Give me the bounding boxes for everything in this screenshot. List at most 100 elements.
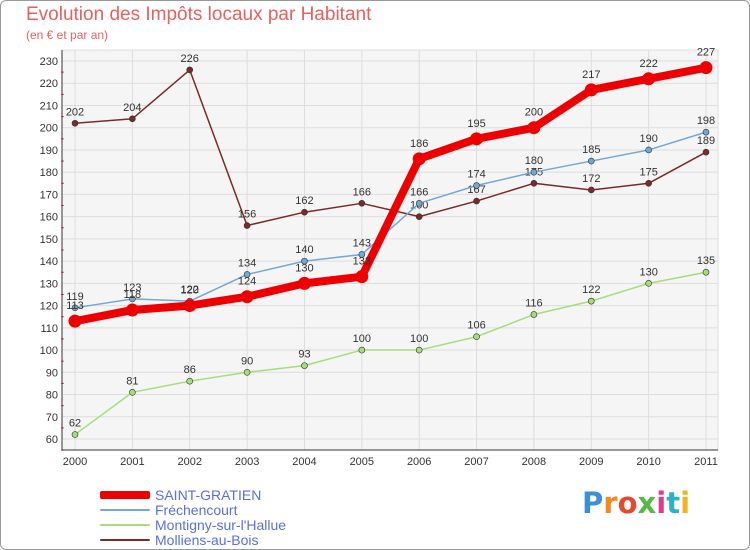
data-point-montigny-sur-l-hallue [129,389,136,396]
data-label-montigny-sur-l-hallue: 106 [467,320,485,332]
y-tick-label: 60 [46,434,58,446]
data-point-saint-gratien [183,299,197,313]
y-tick-label: 180 [40,167,58,179]
logo-letter: P [582,486,604,520]
data-point-frechencourt [702,128,710,136]
data-point-frechencourt [415,200,423,207]
y-tick-label: 230 [40,56,58,68]
data-label-frechencourt: 166 [410,186,428,198]
data-label-molliens-au-bois: 156 [238,209,256,221]
data-label-molliens-au-bois: 162 [295,195,313,207]
data-label-montigny-sur-l-hallue: 62 [69,418,81,430]
data-point-molliens-au-bois [530,179,538,187]
data-point-saint-gratien [584,83,598,97]
data-label-montigny-sur-l-hallue: 116 [525,297,543,309]
legend-swatch [100,524,150,526]
data-point-montigny-sur-l-hallue [587,297,595,305]
data-label-molliens-au-bois: 189 [697,135,715,147]
data-point-molliens-au-bois [415,213,423,220]
data-label-montigny-sur-l-hallue: 122 [582,284,600,296]
x-tick-label: 2003 [235,456,259,468]
data-point-saint-gratien [470,132,484,146]
data-point-saint-gratien [297,276,311,290]
data-label-molliens-au-bois: 204 [123,102,141,114]
y-tick-label: 130 [40,278,58,290]
data-point-frechencourt [243,271,251,278]
y-tick-label: 140 [40,256,58,268]
data-point-molliens-au-bois [645,179,652,187]
data-point-montigny-sur-l-hallue [301,362,308,369]
y-tick-label: 70 [46,412,58,424]
data-point-montigny-sur-l-hallue [415,346,423,354]
data-point-frechencourt [587,157,595,165]
data-label-frechencourt: 198 [697,115,715,127]
data-point-frechencourt [530,168,538,176]
x-tick-label: 2008 [522,456,546,468]
y-tick-label: 110 [40,323,58,335]
data-point-saint-gratien [240,290,254,304]
legend-swatch [100,509,150,511]
data-point-montigny-sur-l-hallue [71,431,79,438]
data-point-frechencourt [645,146,652,154]
x-tick-label: 2006 [407,456,431,468]
data-point-montigny-sur-l-hallue [243,368,251,376]
y-tick-label: 150 [40,234,58,246]
y-tick-label: 170 [40,189,58,201]
data-label-molliens-au-bois: 202 [66,106,84,118]
x-tick-label: 2010 [636,456,660,468]
legend-label: SAINT-GRATIEN [155,487,262,503]
data-label-molliens-au-bois: 166 [353,186,371,198]
data-label-montigny-sur-l-hallue: 135 [697,255,715,267]
data-label-montigny-sur-l-hallue: 93 [298,349,310,361]
data-label-saint-gratien: 200 [525,107,543,119]
data-label-frechencourt: 174 [467,169,485,181]
x-tick-label: 2001 [120,456,144,468]
legend-label: Montigny-sur-l'Hallue [155,517,287,533]
data-label-saint-gratien: 227 [697,47,715,59]
data-label-montigny-sur-l-hallue: 90 [241,355,253,367]
data-label-frechencourt: 123 [123,282,141,294]
data-label-frechencourt: 185 [582,144,600,156]
data-label-molliens-au-bois: 175 [639,166,657,178]
data-label-montigny-sur-l-hallue: 100 [410,333,428,345]
x-tick-label: 2000 [63,456,87,468]
data-point-molliens-au-bois [301,208,308,216]
data-point-frechencourt [301,257,308,265]
logo-letter: x [637,486,657,520]
data-point-saint-gratien [699,61,713,75]
logo-letter: r [603,486,618,520]
data-label-saint-gratien: 186 [410,138,428,150]
legend-label: Molliens-au-Bois [155,532,259,548]
y-tick-label: 190 [40,145,58,157]
x-tick-label: 2011 [694,456,718,468]
data-label-frechencourt: 140 [295,244,313,256]
data-label-frechencourt: 134 [238,257,256,269]
data-point-frechencourt [358,251,366,258]
data-label-frechencourt: 122 [181,284,199,296]
series-line-montigny-sur-l-hallue [74,271,707,436]
x-tick-label: 2007 [464,456,488,468]
legend-swatch [100,491,150,499]
legend-swatch [100,539,150,541]
series-line-saint-gratien [71,63,710,326]
data-label-saint-gratien: 124 [238,276,256,288]
y-tick-label: 210 [40,100,58,112]
chart-subtitle: (en € et par an) [26,28,109,42]
x-tick-label: 2002 [177,456,201,468]
data-label-frechencourt: 190 [639,133,657,145]
data-label-frechencourt: 119 [66,291,84,303]
data-label-montigny-sur-l-hallue: 86 [184,364,196,376]
data-point-saint-gratien [68,314,82,328]
logo-letter: i [656,486,667,520]
chart-title: Evolution des Impôts locaux par Habitant [26,4,372,25]
y-tick-label: 160 [40,212,58,224]
data-label-montigny-sur-l-hallue: 130 [639,266,657,278]
data-label-molliens-au-bois: 172 [582,173,600,185]
data-label-saint-gratien: 120 [181,285,199,297]
data-point-saint-gratien [125,303,139,317]
data-point-montigny-sur-l-hallue [358,346,366,354]
data-point-molliens-au-bois [358,200,366,207]
data-point-molliens-au-bois [702,148,710,156]
data-label-saint-gratien: 222 [639,58,657,70]
